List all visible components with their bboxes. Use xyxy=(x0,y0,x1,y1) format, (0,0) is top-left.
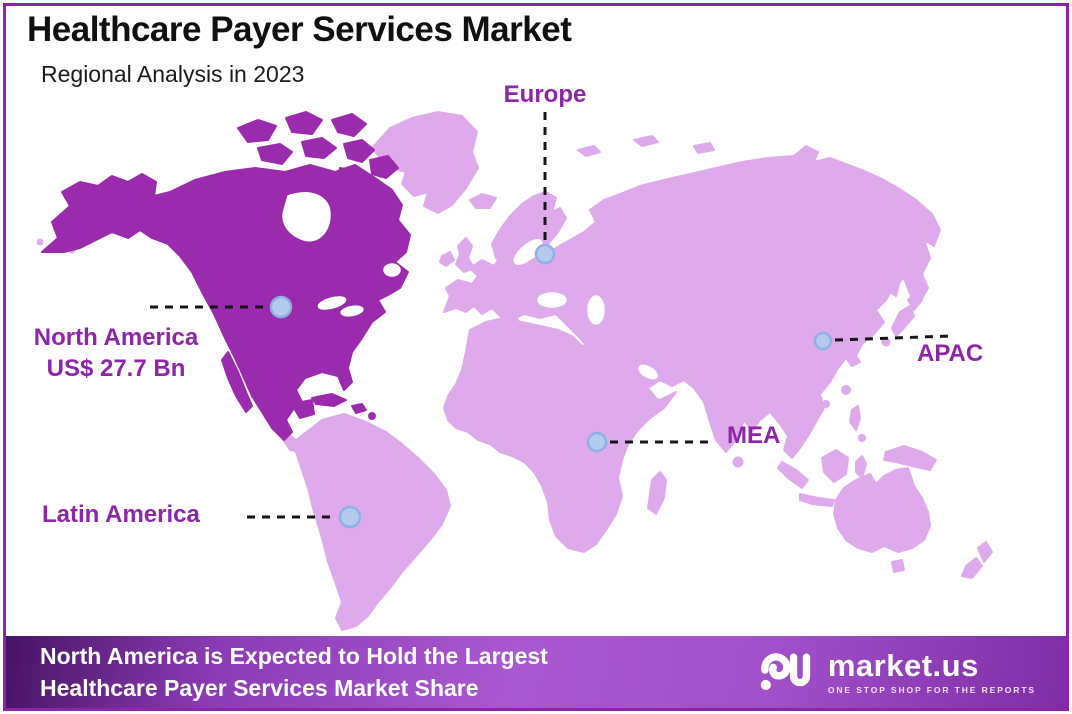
region-baja xyxy=(221,351,253,413)
region-greenland xyxy=(371,111,479,214)
label-mea: MEA xyxy=(727,422,781,449)
label-north-america: North America US$ 27.7 Bn xyxy=(18,323,214,384)
water-overlays xyxy=(282,192,658,380)
label-north-america-value: US$ 27.7 Bn xyxy=(46,354,186,382)
banner-text: North America is Expected to Hold the La… xyxy=(40,640,548,704)
region-markers xyxy=(269,243,833,529)
persian-gulf xyxy=(638,364,658,380)
black-sea xyxy=(537,292,567,308)
bottom-banner: North America is Expected to Hold the La… xyxy=(6,636,1066,708)
region-australia xyxy=(833,467,931,553)
region-nz-north xyxy=(977,541,993,563)
banner-line-2: Healthcare Payer Services Market Share xyxy=(40,675,479,701)
region-hispaniola xyxy=(351,403,367,414)
region-ireland xyxy=(439,251,455,267)
page-subtitle: Regional Analysis in 2023 xyxy=(41,61,305,87)
great-lake-2 xyxy=(340,305,364,317)
region-iceland xyxy=(469,193,497,209)
leader-lines xyxy=(150,112,953,519)
gulf-st-lawrence xyxy=(383,263,401,277)
marker-latin-america xyxy=(338,505,362,529)
region-north-america xyxy=(41,164,411,441)
region-madagascar xyxy=(647,471,667,515)
logo-tagline: ONE STOP SHOP FOR THE REPORTS xyxy=(827,684,1036,695)
marketus-logo: market.us ONE STOP SHOP FOR THE REPORTS xyxy=(760,648,1036,696)
logo-text-block: market.us ONE STOP SHOP FOR THE REPORTS xyxy=(828,650,1036,695)
label-europe: Europe xyxy=(503,81,587,108)
region-shapes-highlight xyxy=(41,111,411,441)
region-shapes-light xyxy=(36,111,993,631)
label-apac: APAC xyxy=(917,340,984,367)
region-sumatra xyxy=(777,461,809,489)
baltic-sea xyxy=(513,239,543,265)
logo-name: market.us xyxy=(827,647,979,683)
region-nz-south xyxy=(961,557,983,579)
marketus-logo-icon xyxy=(760,653,811,690)
label-north-america-name: North America xyxy=(33,324,199,351)
hudson-bay xyxy=(282,192,331,242)
region-philippines xyxy=(849,405,861,431)
marker-europe xyxy=(534,243,556,265)
marker-apac xyxy=(813,331,833,351)
region-uk xyxy=(455,237,475,273)
region-cuba xyxy=(311,393,347,407)
region-sulawesi xyxy=(855,455,867,479)
marker-mea xyxy=(586,431,608,453)
region-africa xyxy=(443,317,677,553)
region-italy xyxy=(491,293,519,325)
region-new-guinea xyxy=(883,445,937,471)
leader-line-apac xyxy=(834,334,953,342)
region-borneo xyxy=(821,449,849,483)
great-lake-1 xyxy=(317,296,347,310)
region-tasmania xyxy=(891,559,905,573)
page-title: Healthcare Payer Services Market xyxy=(27,10,572,49)
banner-line-1: North America is Expected to Hold the La… xyxy=(40,642,548,669)
region-java xyxy=(799,493,835,507)
marker-north-america xyxy=(269,295,293,319)
label-latin-america: Latin America xyxy=(42,501,200,528)
region-south-america xyxy=(293,413,451,631)
caspian-sea xyxy=(587,295,605,325)
